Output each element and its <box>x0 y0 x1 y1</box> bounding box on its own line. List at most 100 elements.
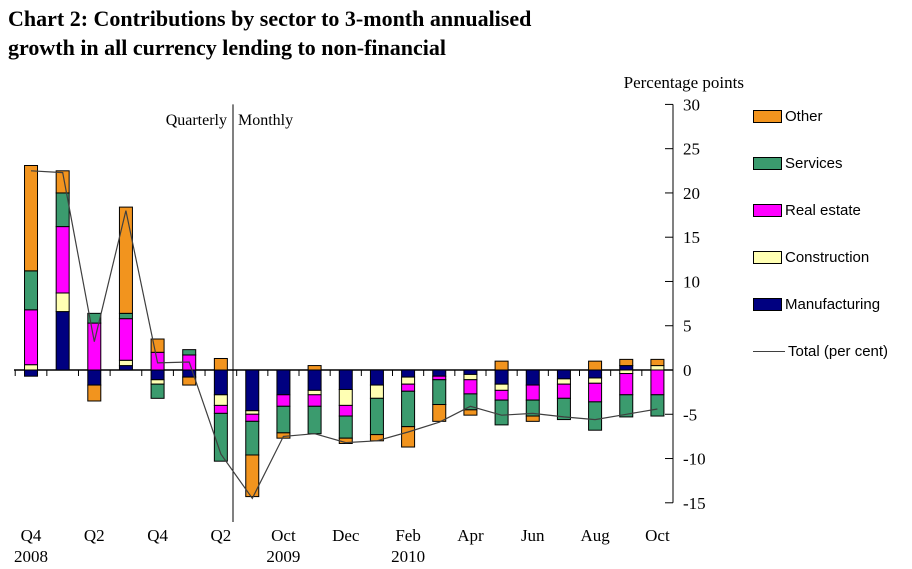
bar-segment-other <box>182 376 197 386</box>
section-label-monthly: Monthly <box>238 112 294 129</box>
bar-segment-construction <box>494 383 509 391</box>
bar-segment-manufacturing <box>494 369 509 385</box>
bar-segment-manufacturing <box>588 369 603 379</box>
bar-segment-manufacturing <box>150 369 165 381</box>
bar-segment-real-estate <box>87 322 102 371</box>
bar-segment-services <box>619 394 634 418</box>
bar-2009-oct <box>276 369 291 439</box>
legend: Other Services Real estate Construction … <box>753 108 911 392</box>
bar-2010-jun <box>525 369 540 422</box>
x-tick-label: Q4 <box>147 526 168 545</box>
y-tick-label: 10 <box>683 272 700 291</box>
bar-segment-real-estate <box>432 375 447 381</box>
bar-segment-manufacturing <box>118 365 133 371</box>
legend-item-services: Services <box>753 155 911 172</box>
bar-segment-real-estate <box>338 404 353 417</box>
bar-segment-construction <box>245 410 260 415</box>
bar-segment-manufacturing <box>87 369 102 386</box>
x-axis: Q4 2008 Q2 Q4 Q2 Oct 2009 Dec Feb 2010 Apr Jun Aug Oc… <box>14 369 673 566</box>
bar-segment-manufacturing <box>369 369 384 386</box>
x-tick-label: Apr <box>457 526 484 545</box>
legend-label: Services <box>785 155 843 172</box>
bar-segment-services <box>24 270 39 311</box>
bar-segment-real-estate <box>494 389 509 401</box>
bar-segment-manufacturing <box>24 369 39 377</box>
bar-2009-q3 <box>118 206 133 371</box>
bar-segment-real-estate <box>245 413 260 422</box>
bar-segment-services <box>588 401 603 431</box>
x-tick-label: Oct <box>645 526 670 545</box>
bar-segment-services <box>182 349 197 356</box>
bar-segment-other <box>525 415 540 422</box>
bar-segment-services <box>650 394 665 417</box>
y-tick-label: -15 <box>683 494 706 513</box>
legend-label: Manufacturing <box>785 296 881 313</box>
bar-segment-services <box>276 405 291 434</box>
bar-segment-services <box>338 415 353 439</box>
bar-segment-other <box>619 358 634 367</box>
bar-segment-real-estate <box>463 379 478 395</box>
bar-2010-oct <box>650 358 665 417</box>
y-tick-label: 5 <box>683 317 692 336</box>
bar-segment-manufacturing <box>276 369 291 396</box>
bar-segment-construction <box>307 389 322 396</box>
legend-label: Real estate <box>785 202 861 219</box>
x-tick-label: Q2 <box>84 526 105 545</box>
bar-segment-real-estate <box>118 318 133 361</box>
bar-segment-services <box>556 397 571 421</box>
bar-segment-real-estate <box>525 384 540 401</box>
x-tick-sublabel: 2008 <box>14 547 48 566</box>
total-line <box>30 170 658 500</box>
bar-segment-real-estate <box>556 383 571 399</box>
bar-segment-manufacturing <box>525 369 540 386</box>
bar-segment-manufacturing <box>307 369 322 391</box>
x-tick-label: Jun <box>521 526 545 545</box>
bar-2010-mar <box>432 369 447 422</box>
bar-segment-construction <box>150 379 165 385</box>
bar-segment-other <box>307 365 322 371</box>
legend-label: Construction <box>785 249 870 266</box>
bar-segment-real-estate <box>307 394 322 407</box>
legend-label: Total (per cent) <box>788 343 889 360</box>
x-tick-label: Aug <box>580 526 610 545</box>
real-estate-swatch-icon <box>753 204 782 217</box>
bar-2010-may <box>494 360 509 426</box>
bar-segment-manufacturing <box>338 369 353 390</box>
bar-segment-real-estate <box>401 383 416 392</box>
bar-2009-dec <box>338 369 353 444</box>
x-tick-label: Oct <box>271 526 296 545</box>
bar-segment-construction <box>24 364 39 371</box>
legend-item-total-line: Total (per cent) <box>753 343 911 360</box>
bar-segment-services <box>432 379 447 406</box>
y-tick-label: 15 <box>683 228 700 247</box>
bar-segment-manufacturing <box>401 369 416 378</box>
y-tick-label: 30 <box>683 95 700 114</box>
y-tick-label: 0 <box>683 361 692 380</box>
bar-segment-construction <box>588 377 603 384</box>
x-tick-label: Q2 <box>210 526 231 545</box>
chart-title-line2: growth in all currency lending to non-fi… <box>8 35 447 60</box>
bar-2010-jan <box>369 369 384 442</box>
bar-segment-real-estate <box>276 394 291 407</box>
y-axis: 30 25 20 15 10 5 0 -5 -10 -15 <box>665 95 706 513</box>
bar-segment-construction <box>213 394 228 406</box>
legend-item-construction: Construction <box>753 249 911 266</box>
y-tick-label: -10 <box>683 450 706 469</box>
bar-segment-real-estate <box>24 309 39 366</box>
bar-2010-apr <box>463 369 478 416</box>
bar-segment-real-estate <box>213 404 228 414</box>
bar-segment-other <box>650 358 665 367</box>
bar-segment-other <box>588 360 603 371</box>
bar-segment-services <box>87 312 102 324</box>
bar-2009-nov <box>307 365 322 435</box>
bar-segment-other <box>432 404 447 422</box>
x-tick-label: Dec <box>332 526 360 545</box>
bar-segment-manufacturing <box>245 369 260 412</box>
bar-segment-manufacturing <box>556 369 571 380</box>
other-swatch-icon <box>753 110 782 123</box>
bar-2009-sep <box>245 369 260 498</box>
bar-segment-construction <box>55 292 70 313</box>
x-tick-label: Feb <box>395 526 421 545</box>
